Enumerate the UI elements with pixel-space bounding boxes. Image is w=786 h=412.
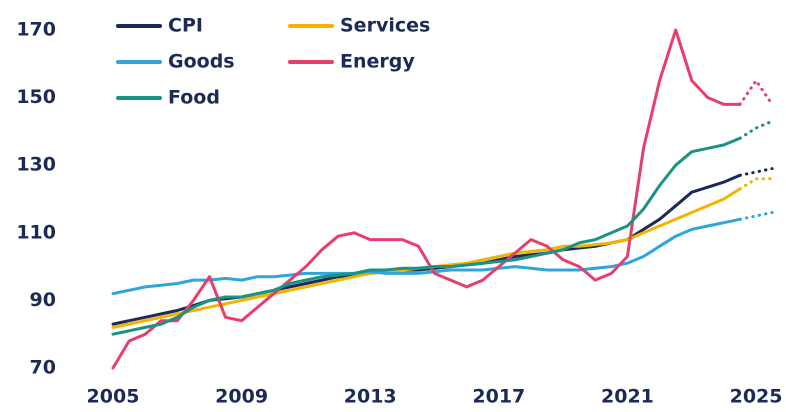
forecast-line [738, 119, 774, 140]
series-line [111, 217, 742, 296]
legend-label: Food [168, 87, 220, 109]
series-line [111, 136, 742, 336]
x-tick-label: 2009 [215, 386, 268, 408]
x-tick-label: 2025 [730, 386, 783, 408]
legend-label: Services [340, 15, 430, 37]
legend-label: CPI [168, 15, 203, 37]
y-tick-label: 150 [16, 86, 56, 108]
series-line [111, 28, 742, 370]
x-tick-label: 2013 [344, 386, 397, 408]
forecast-line [738, 79, 774, 106]
y-tick-label: 170 [16, 19, 56, 41]
x-tick-label: 2021 [601, 386, 654, 408]
forecast-line [738, 167, 774, 177]
y-tick-label: 130 [16, 154, 56, 176]
legend-label: Energy [340, 51, 415, 73]
legend-label: Goods [168, 51, 235, 73]
y-tick-label: 110 [16, 221, 56, 243]
x-tick-label: 2017 [472, 386, 525, 408]
y-tick-label: 90 [30, 289, 56, 311]
forecast-line [738, 211, 774, 221]
forecast-line [738, 177, 774, 191]
y-tick-label: 70 [30, 357, 56, 379]
x-tick-label: 2005 [87, 386, 140, 408]
